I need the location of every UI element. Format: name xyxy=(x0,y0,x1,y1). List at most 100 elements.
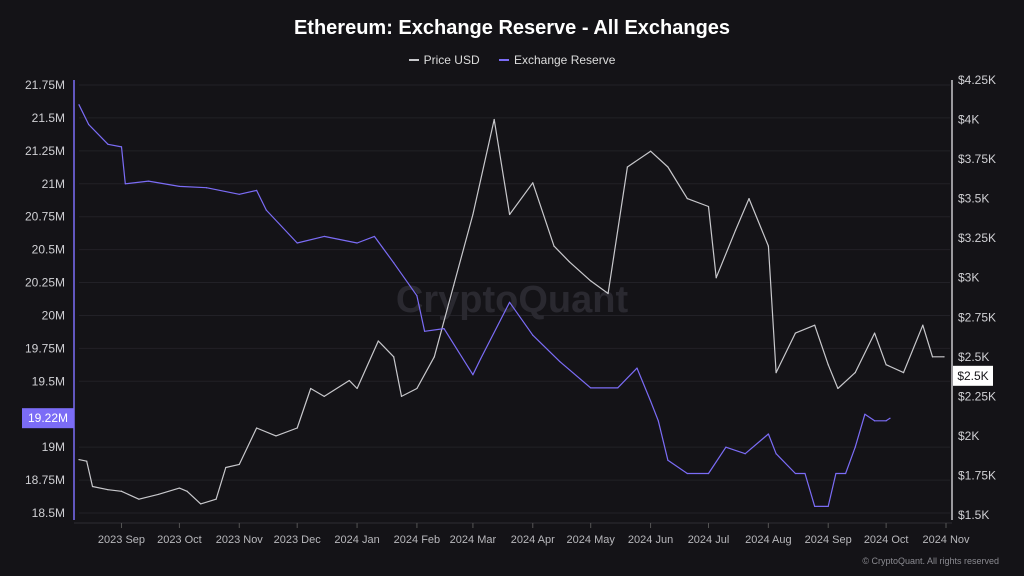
right-tick-label: $3.75K xyxy=(958,152,996,166)
reserve-point xyxy=(889,417,891,419)
price-point xyxy=(323,395,325,397)
price-point xyxy=(91,485,94,488)
current-reserve-label: 19.22M xyxy=(28,411,68,425)
x-tick-label: 2024 Feb xyxy=(394,534,440,546)
reserve-point xyxy=(744,453,746,455)
reserve-point xyxy=(767,433,769,435)
x-tick-label: 2024 May xyxy=(567,534,616,546)
reserve-point xyxy=(649,400,652,402)
legend-item-reserve[interactable]: Exchange Reserve xyxy=(498,53,616,67)
legend-item-price[interactable]: Price USD xyxy=(408,53,480,67)
price-point xyxy=(78,459,80,461)
price-point xyxy=(649,150,652,152)
price-point xyxy=(393,356,395,358)
reserve-point xyxy=(667,459,669,461)
legend-swatch-reserve xyxy=(498,59,509,61)
x-tick-label: 2023 Dec xyxy=(274,534,322,546)
x-tick-label: 2024 Oct xyxy=(864,534,909,546)
right-tick-label: $4K xyxy=(958,113,979,127)
reserve-point xyxy=(265,209,267,211)
price-point xyxy=(707,205,710,208)
right-tick-label: $2.25K xyxy=(958,389,996,403)
x-tick-label: 2023 Sep xyxy=(98,534,145,546)
price-point xyxy=(794,332,796,334)
reserve-point xyxy=(794,472,796,475)
reserve-point xyxy=(393,262,395,264)
right-tick-label: $4.25K xyxy=(958,73,996,87)
left-tick-label: 21.5M xyxy=(32,111,65,125)
price-point xyxy=(943,356,945,358)
right-tick-label: $1.5K xyxy=(958,508,989,522)
price-point xyxy=(356,387,358,390)
price-point xyxy=(553,245,555,247)
reserve-point xyxy=(472,374,474,376)
left-tick-label: 18.75M xyxy=(25,473,65,487)
reserve-point xyxy=(443,328,445,330)
reserve-point xyxy=(373,235,376,238)
right-tick-label: $2.75K xyxy=(958,310,996,324)
price-point xyxy=(715,277,717,279)
price-point xyxy=(493,118,495,121)
reserve-point xyxy=(617,387,619,389)
price-point xyxy=(157,493,159,496)
left-tick-label: 20.75M xyxy=(25,210,65,224)
x-tick-label: 2023 Oct xyxy=(157,534,202,546)
copyright: © CryptoQuant. All rights reserved xyxy=(862,556,999,566)
reserve-point xyxy=(854,446,856,448)
legend-swatch-price xyxy=(408,59,419,61)
price-point xyxy=(120,490,123,492)
legend-label-price: Price USD xyxy=(423,53,480,67)
reserve-point xyxy=(256,189,258,191)
current-price-badge xyxy=(953,365,993,386)
price-point xyxy=(922,324,924,326)
reserve-point xyxy=(107,143,109,145)
reserve-point xyxy=(416,295,418,297)
legend-label-reserve: Exchange Reserve xyxy=(513,53,616,67)
reserve-point xyxy=(873,420,876,422)
price-point xyxy=(225,466,227,469)
reserve-point xyxy=(657,420,659,422)
price-point xyxy=(509,213,511,216)
current-price-label: $2.5K xyxy=(957,369,988,383)
price-point xyxy=(472,213,474,216)
price-point xyxy=(400,395,403,397)
price-point xyxy=(686,198,688,200)
x-tick-label: 2024 Apr xyxy=(511,534,555,546)
reserve-point xyxy=(205,187,208,189)
reserve-point xyxy=(864,413,866,415)
reserve-point xyxy=(804,472,806,475)
x-tick-label: 2023 Nov xyxy=(216,534,264,546)
reserve-point xyxy=(124,183,126,185)
price-point xyxy=(873,332,876,334)
left-tick-label: 19M xyxy=(42,440,65,454)
left-tick-label: 20.25M xyxy=(25,276,65,290)
price-point xyxy=(607,292,609,295)
reserve-point xyxy=(296,242,298,244)
reserve-point xyxy=(323,235,325,238)
price-point xyxy=(275,435,277,437)
reserve-point xyxy=(120,146,123,148)
reserve-point xyxy=(686,472,688,475)
price-point xyxy=(453,285,455,287)
right-tick-label: $1.75K xyxy=(958,468,996,482)
right-tick-label: $2K xyxy=(958,429,979,443)
reserve-point xyxy=(532,334,534,336)
left-tick-label: 21.75M xyxy=(25,78,65,92)
price-point xyxy=(107,489,109,491)
x-tick-label: 2024 Jul xyxy=(688,534,730,546)
price-point xyxy=(238,463,240,465)
price-point xyxy=(256,427,258,429)
price-point xyxy=(814,324,816,326)
price-point xyxy=(310,387,312,390)
price-point xyxy=(931,356,934,358)
price-point xyxy=(568,261,571,263)
price-point xyxy=(767,245,769,247)
price-point xyxy=(837,387,839,390)
price-point xyxy=(215,498,217,500)
price-point xyxy=(348,379,350,382)
price-point xyxy=(86,460,88,462)
x-tick-label: 2024 Aug xyxy=(745,534,792,546)
price-point xyxy=(186,490,188,492)
reserve-point xyxy=(559,360,561,363)
